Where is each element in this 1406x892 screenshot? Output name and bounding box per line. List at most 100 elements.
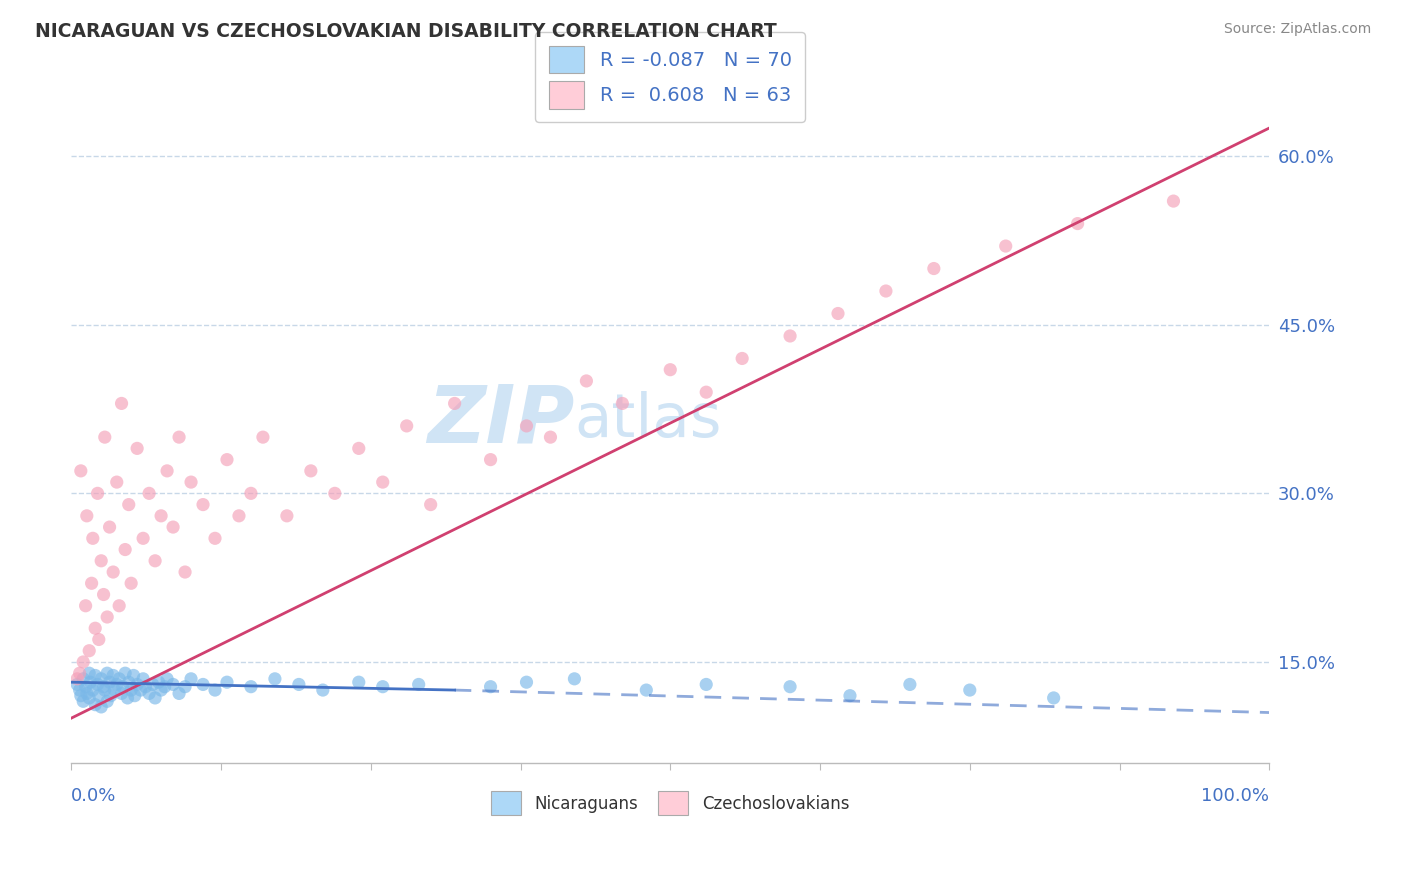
Point	[138, 686, 160, 700]
Point	[731, 351, 754, 366]
Point	[142, 677, 165, 691]
Point	[93, 587, 115, 601]
Point	[143, 554, 166, 568]
Point	[922, 261, 945, 276]
Text: ZIP: ZIP	[427, 381, 575, 459]
Point	[156, 672, 179, 686]
Point	[86, 677, 108, 691]
Point	[695, 385, 717, 400]
Point	[75, 599, 97, 613]
Point	[779, 329, 801, 343]
Legend: Nicaraguans, Czechoslovakians: Nicaraguans, Czechoslovakians	[484, 783, 858, 823]
Point	[66, 677, 89, 691]
Point	[77, 690, 100, 705]
Point	[101, 565, 124, 579]
Point	[150, 508, 173, 523]
Point	[118, 675, 141, 690]
Point	[111, 680, 134, 694]
Point	[156, 464, 179, 478]
Point	[90, 672, 112, 686]
Point	[120, 683, 142, 698]
Point	[264, 672, 287, 686]
Point	[127, 677, 149, 691]
Point	[127, 442, 149, 456]
Point	[98, 675, 121, 690]
Point	[215, 675, 238, 690]
Point	[395, 418, 418, 433]
Text: NICARAGUAN VS CZECHOSLOVAKIAN DISABILITY CORRELATION CHART: NICARAGUAN VS CZECHOSLOVAKIAN DISABILITY…	[35, 22, 778, 41]
Point	[419, 498, 441, 512]
Point	[77, 666, 100, 681]
Point	[875, 284, 897, 298]
Point	[312, 683, 335, 698]
Point	[98, 520, 121, 534]
Point	[994, 239, 1017, 253]
Point	[252, 430, 274, 444]
Point	[77, 644, 100, 658]
Point	[69, 464, 91, 478]
Point	[323, 486, 346, 500]
Text: Source: ZipAtlas.com: Source: ZipAtlas.com	[1223, 22, 1371, 37]
Point	[371, 475, 394, 489]
Point	[66, 672, 89, 686]
Point	[82, 683, 104, 698]
Point	[153, 680, 176, 694]
Point	[239, 680, 262, 694]
Point	[180, 475, 202, 489]
Point	[143, 690, 166, 705]
Point	[215, 452, 238, 467]
Point	[84, 668, 107, 682]
Point	[72, 694, 94, 708]
Point	[84, 698, 107, 712]
Point	[515, 418, 537, 433]
Point	[839, 689, 862, 703]
Point	[87, 632, 110, 647]
Point	[191, 677, 214, 691]
Point	[120, 576, 142, 591]
Text: 100.0%: 100.0%	[1201, 787, 1270, 805]
Point	[117, 690, 139, 705]
Point	[72, 655, 94, 669]
Point	[371, 680, 394, 694]
Point	[228, 508, 250, 523]
Point	[167, 686, 190, 700]
Point	[76, 508, 98, 523]
Point	[408, 677, 430, 691]
Point	[167, 430, 190, 444]
Point	[124, 689, 146, 703]
Point	[204, 531, 226, 545]
Point	[1042, 690, 1064, 705]
Point	[288, 677, 311, 691]
Point	[90, 700, 112, 714]
Point	[180, 672, 202, 686]
Point	[347, 675, 370, 690]
Point	[76, 686, 98, 700]
Point	[82, 531, 104, 545]
Point	[94, 430, 117, 444]
Point	[108, 599, 131, 613]
Point	[69, 683, 91, 698]
Point	[86, 486, 108, 500]
Point	[84, 621, 107, 635]
Point	[72, 672, 94, 686]
Point	[69, 689, 91, 703]
Point	[898, 677, 921, 691]
Text: atlas: atlas	[575, 391, 721, 450]
Point	[108, 672, 131, 686]
Point	[150, 683, 173, 698]
Point	[118, 498, 141, 512]
Point	[93, 680, 115, 694]
Point	[612, 396, 634, 410]
Point	[148, 675, 170, 690]
Point	[114, 666, 136, 681]
Point	[479, 452, 502, 467]
Point	[1066, 217, 1088, 231]
Point	[110, 686, 132, 700]
Point	[96, 666, 118, 681]
Point	[695, 677, 717, 691]
Point	[122, 668, 145, 682]
Point	[103, 683, 125, 698]
Point	[174, 680, 197, 694]
Point	[191, 498, 214, 512]
Point	[100, 689, 122, 703]
